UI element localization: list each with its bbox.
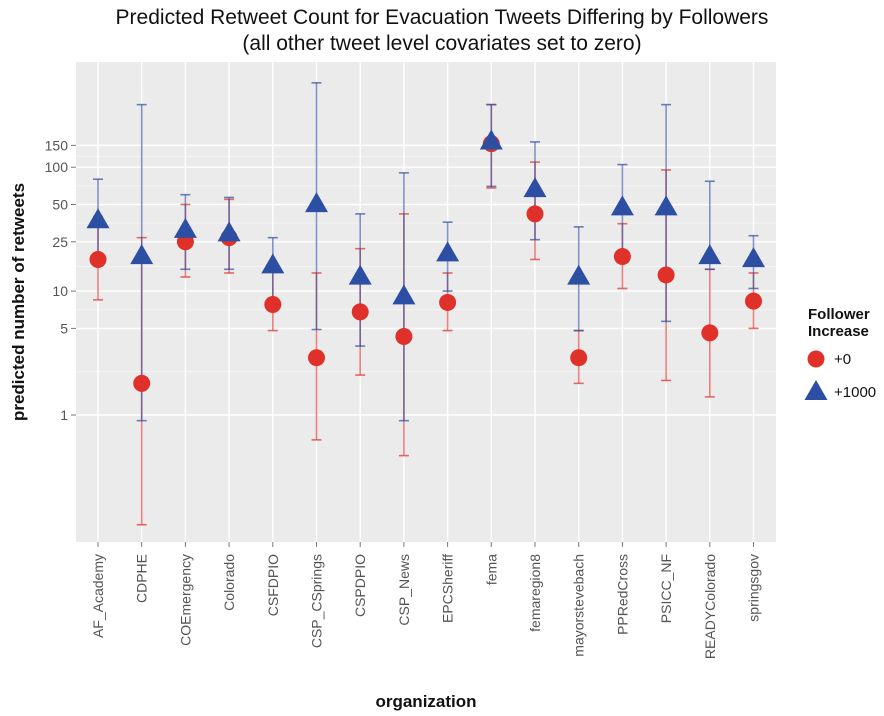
legend-label: +1000	[834, 384, 876, 401]
x-tick-label: PSICC_NF	[658, 554, 674, 623]
legend-title-line2: Increase	[808, 323, 869, 340]
x-tick-label: COEmergency	[177, 554, 193, 646]
y-axis-ticks: 1 5 10 25 50 100 150	[45, 137, 76, 423]
y-tick-label: 100	[45, 159, 69, 175]
point-plus1000	[348, 264, 372, 285]
y-tick-label: 25	[52, 234, 68, 250]
chart-title: Predicted Retweet Count for Evacuation T…	[115, 6, 769, 29]
point-plus0	[264, 295, 282, 313]
point-plus1000	[610, 195, 634, 216]
point-plus0	[745, 292, 762, 310]
legend-key-circle	[807, 350, 825, 368]
plot-panel	[76, 62, 776, 542]
point-plus1000	[261, 253, 285, 274]
point-plus0	[351, 303, 369, 321]
x-axis-ticks: AF_Academy CDPHE COEmergency Colorado CSFDPI…	[90, 542, 762, 659]
x-tick-label: READYColorado	[702, 554, 718, 659]
x-tick-label: mayorstevebach	[571, 554, 587, 657]
legend-key-triangle	[804, 380, 828, 400]
point-plus1000	[698, 244, 722, 265]
point-plus1000	[86, 208, 110, 229]
point-plus1000	[217, 221, 241, 242]
x-axis-label: organization	[375, 692, 476, 711]
x-tick-label: CDPHE	[134, 554, 150, 603]
legend-label: +0	[834, 351, 851, 368]
point-plus0	[570, 349, 588, 367]
x-tick-label: CSP_News	[396, 554, 412, 626]
point-plus0	[308, 349, 325, 367]
point-plus1000	[654, 195, 678, 216]
x-tick-label: CSP_CSprings	[309, 554, 325, 648]
point-plus1000	[523, 177, 547, 198]
point-plus1000	[173, 217, 197, 238]
y-tick-label: 150	[45, 137, 69, 153]
x-tick-label: AF_Academy	[90, 554, 106, 638]
legend-title-line1: Follower	[808, 306, 870, 323]
legend: Follower Increase +0 +1000	[804, 306, 876, 401]
point-plus1000	[567, 264, 591, 285]
point-plus1000	[130, 244, 154, 265]
y-tick-label: 50	[52, 196, 68, 212]
point-plus1000	[392, 284, 416, 305]
x-tick-label: Colorado	[221, 554, 237, 611]
point-plus0	[395, 328, 413, 346]
chart-subtitle: (all other tweet level covariates set to…	[242, 32, 642, 55]
point-plus1000	[436, 241, 460, 262]
point-plus0	[701, 324, 719, 342]
x-tick-label: CSFDPIO	[265, 554, 281, 616]
point-plus0	[133, 374, 151, 392]
point-plus1000	[479, 129, 503, 150]
point-plus0	[89, 250, 107, 268]
y-tick-label: 1	[60, 407, 68, 423]
x-tick-label: CSPDPIO	[352, 554, 368, 617]
point-plus0	[613, 248, 631, 266]
point-plus1000	[305, 192, 328, 213]
x-tick-label: PPRedCross	[614, 554, 630, 635]
point-plus0	[657, 266, 675, 284]
data-marks	[86, 81, 765, 526]
x-tick-label: femaregion8	[527, 554, 543, 632]
point-plus1000	[742, 247, 765, 268]
x-tick-label: fema	[483, 554, 499, 585]
point-plus0	[526, 205, 544, 223]
y-tick-label: 10	[52, 283, 68, 299]
point-plus0	[439, 293, 457, 311]
y-axis-label: predicted number of retweets	[9, 183, 28, 421]
x-tick-label: springsgov	[746, 554, 762, 622]
x-tick-label: EPCSheriff	[440, 554, 456, 623]
y-tick-label: 5	[60, 320, 68, 336]
